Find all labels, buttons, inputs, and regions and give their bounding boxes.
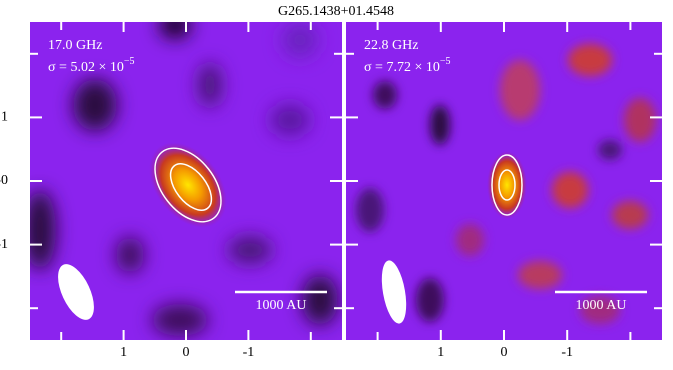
- sigma-text: σ = 7.72 × 10: [364, 60, 440, 75]
- sigma-text: σ = 5.02 × 10: [48, 60, 124, 75]
- figure-title: G265.1438+01.4548: [278, 4, 394, 19]
- sigma-exponent: −5: [440, 56, 451, 67]
- sigma-label: σ = 5.02 × 10−5: [48, 56, 134, 75]
- x-tick-label: 0: [501, 345, 508, 360]
- x-tick-label: 1: [120, 345, 127, 360]
- y-tick-label: -1: [0, 237, 8, 252]
- x-tick-label: 0: [183, 345, 190, 360]
- scale-bar-label: 1000 AU: [576, 298, 627, 313]
- x-tick-label: 1: [437, 345, 444, 360]
- sigma-exponent: −5: [124, 56, 135, 67]
- x-tick-label: -1: [243, 345, 255, 360]
- y-tick-label: -0: [0, 173, 8, 188]
- panel-image: [346, 22, 662, 340]
- frequency-label: 22.8 GHz: [364, 38, 418, 53]
- x-tick-label: -1: [561, 345, 573, 360]
- panel-image: [30, 22, 342, 340]
- sigma-label: σ = 7.72 × 10−5: [364, 56, 450, 75]
- scale-bar-label: 1000 AU: [256, 298, 307, 313]
- y-tick-label: 1: [1, 110, 8, 125]
- frequency-label: 17.0 GHz: [48, 38, 102, 53]
